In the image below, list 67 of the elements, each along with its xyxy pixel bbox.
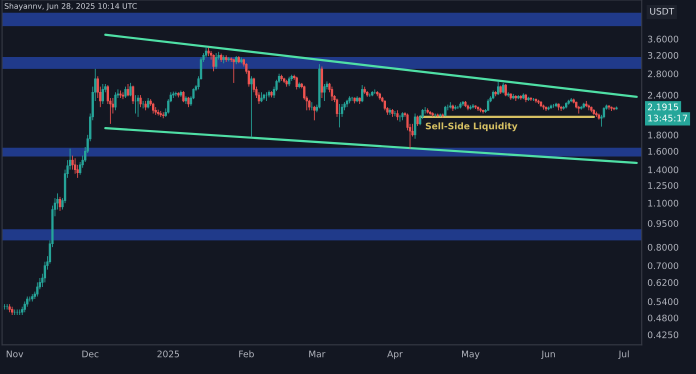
y-tick-label: 1.8000	[648, 132, 678, 138]
y-tick-label: 0.5400	[648, 298, 678, 306]
candlestick	[414, 113, 416, 140]
candlestick	[504, 84, 507, 97]
candlestick	[320, 66, 324, 98]
text: 13:45:17	[648, 114, 688, 122]
candlestick	[396, 110, 399, 121]
y-tick-label: 0.9500	[648, 220, 678, 227]
candlestick	[212, 54, 215, 72]
candlestick	[323, 84, 326, 102]
x-tick-label: 2025	[157, 350, 179, 358]
y-tick-label: 3.6000	[648, 36, 678, 43]
candlestick	[338, 104, 341, 128]
candlestick	[74, 158, 76, 174]
candlestick	[144, 100, 147, 111]
y-tick-label: 0.7000	[648, 262, 678, 270]
candlestick	[416, 115, 419, 126]
candlestick	[102, 84, 104, 104]
candlestick	[497, 80, 500, 96]
candlestick	[260, 92, 263, 103]
candlestick	[313, 105, 316, 121]
x-tick-label: Feb	[239, 350, 254, 358]
candlestick	[124, 86, 127, 98]
candlestick	[142, 100, 144, 109]
x-tick-label: Nov	[6, 350, 24, 358]
candlestick	[296, 76, 298, 90]
candlestick	[152, 102, 154, 114]
y-tick-label: 1.2500	[648, 182, 678, 189]
y-tick-label: 2.8000	[648, 70, 678, 78]
candlestick	[232, 58, 235, 84]
candlestick	[134, 94, 137, 114]
y-axis-title: USDT	[650, 8, 674, 15]
y-tick-label: 2.4000	[648, 92, 678, 99]
candlestick	[114, 92, 117, 111]
candlestick	[361, 84, 364, 103]
text: 2.1915	[648, 104, 678, 110]
y-tick-label: 1.4000	[648, 166, 678, 174]
candlestick	[182, 90, 185, 103]
candlestick	[71, 155, 74, 170]
candlestick	[250, 76, 253, 138]
x-tick-label: Jul	[618, 350, 629, 360]
candlestick	[36, 282, 39, 297]
x-tick-label: Mar	[309, 350, 326, 358]
candlestick	[126, 84, 130, 97]
y-tick-label: 0.4250	[648, 331, 678, 338]
y-tick-label: 1.6000	[648, 148, 678, 155]
x-tick-label: May	[462, 350, 480, 360]
y-tick-label: 0.4800	[648, 314, 678, 322]
candlestick	[146, 98, 150, 109]
y-tick-label: 3.2000	[648, 52, 678, 59]
y-tick-label: 1.1000	[648, 200, 678, 207]
candlestick	[204, 46, 208, 58]
x-tick-label: Apr	[387, 350, 403, 360]
candlestick	[486, 98, 490, 112]
y-tick-label: 0.6200	[648, 279, 678, 286]
annotation: Sell-Side Liquidity	[426, 122, 518, 132]
y-tick-label: 0.8000	[648, 244, 678, 251]
candlestick	[214, 52, 218, 70]
x-tick-label: Jun	[541, 350, 555, 360]
candlestick	[502, 82, 504, 94]
candlestick	[136, 94, 140, 118]
candlestick	[187, 96, 190, 108]
candlestick	[330, 86, 334, 102]
x-tick-label: Dec	[82, 350, 98, 358]
candlestick	[288, 76, 290, 87]
candlestick	[308, 99, 310, 111]
candlestick	[139, 94, 142, 108]
